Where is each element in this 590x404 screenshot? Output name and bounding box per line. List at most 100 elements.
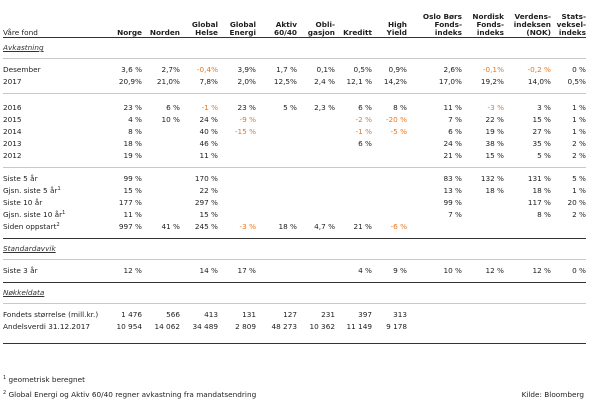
table-cell: 83 %: [443, 174, 462, 183]
table-cell: 17,0%: [438, 77, 462, 86]
table-cell: [256, 185, 297, 197]
table-cell: 2,3 %: [314, 103, 335, 112]
table-cell: 2,4 %: [314, 77, 335, 86]
table-cell: 1 %: [572, 186, 586, 195]
table-cell: [335, 150, 372, 162]
table-cell: [218, 138, 256, 150]
table-cell: 99 %: [443, 198, 462, 207]
table-cell: 0,9%: [388, 65, 407, 74]
header-high-yield: High Yield: [372, 10, 407, 38]
table-cell: [297, 138, 335, 150]
row-label-text: 2013: [3, 139, 22, 148]
row-label: Siste 10 år: [3, 197, 107, 209]
row-label-text: Gjsn. siste 10 år: [3, 210, 63, 219]
header-fund: Våre fond: [3, 10, 107, 38]
table-row: 2017 20,9% 21,0% 7,8% 2,0% 12,5% 2,4 % 12,1 % 14…: [3, 76, 586, 88]
footnote-2: 2 Global Energi og Aktiv 60/40 regner av…: [3, 391, 256, 399]
table-cell: [297, 185, 335, 197]
table-cell: 12 %: [532, 266, 551, 275]
table-cell: 11 149: [346, 322, 372, 331]
footnote-ref: 1: [62, 210, 66, 216]
table-cell: [142, 265, 180, 277]
table-cell: [297, 114, 335, 126]
table-cell: 21,0%: [156, 77, 180, 86]
footnote-ref: 2: [56, 222, 60, 228]
table-cell: 23 %: [237, 103, 256, 112]
table-cell: 9 %: [393, 266, 407, 275]
table-cell: 3,6 %: [121, 65, 142, 74]
header-nordisk: Nordisk Fonds- indeks: [462, 10, 504, 38]
header-norge: Norge: [107, 10, 142, 38]
fund-returns-table: Våre fond Norge Norden Global Helse Glob…: [3, 10, 586, 344]
table-cell: 48 273: [271, 322, 297, 331]
table-cell: [335, 185, 372, 197]
table-cell: [142, 138, 180, 150]
table-cell: 27 %: [532, 127, 551, 136]
table-cell: 3 %: [537, 103, 551, 112]
table-cell: 14,0%: [527, 77, 551, 86]
table-cell: [335, 173, 372, 185]
table-cell: 132 %: [480, 174, 504, 183]
table-cell: [335, 209, 372, 221]
section-standardavvik: Standardavvik: [3, 244, 56, 253]
table-cell: [218, 150, 256, 162]
table-cell: [218, 197, 256, 209]
table-row: 2013 18 % 46 % 6 % 24 % 38 % 35 % 2 %: [3, 138, 586, 150]
table-cell: 0 %: [572, 266, 586, 275]
table-cell: [407, 321, 462, 333]
table-cell: 0 %: [572, 65, 586, 74]
section-row: Nøkkeldata: [3, 283, 586, 299]
row-label: 2014: [3, 126, 107, 138]
table-cell: 19,2%: [480, 77, 504, 86]
table-cell: [256, 197, 297, 209]
row-label: 2012: [3, 150, 107, 162]
table-cell: [142, 126, 180, 138]
table-cell: 15 %: [123, 186, 142, 195]
row-label-text: Gjsn. siste 5 år: [3, 186, 58, 195]
table-row: Andelsverdi 31.12.2017 10 954 14 062 34 489…: [3, 321, 586, 333]
table-cell: -6 %: [390, 222, 407, 231]
row-label: Siste 3 år: [3, 265, 107, 277]
table-row: Siste 3 år 12 % 14 % 17 % 4 % 9 % 10 % 12 % 12 %…: [3, 265, 586, 277]
header-statsveksel: Stats- veksel- indeks: [551, 10, 586, 38]
table-cell: -3 %: [239, 222, 256, 231]
table-cell: 2,0%: [237, 77, 256, 86]
row-label: 2015: [3, 114, 107, 126]
header-obligasjon: Obli- gasjon: [297, 10, 335, 38]
table-cell: 8 %: [393, 103, 407, 112]
row-label: Siden oppstart2: [3, 221, 107, 233]
table-cell: [218, 173, 256, 185]
table-cell: [372, 150, 407, 162]
table-cell: -3 %: [487, 103, 504, 112]
table-cell: -9 %: [239, 115, 256, 124]
table-cell: [504, 221, 551, 233]
table-cell: 34 489: [192, 322, 218, 331]
header-global-energi: Global Energi: [218, 10, 256, 38]
table-cell: 1 476: [121, 310, 142, 319]
table-cell: 10 362: [309, 322, 335, 331]
table-cell: [462, 309, 504, 321]
table-cell: -15 %: [234, 127, 256, 136]
table-cell: 10 954: [116, 322, 142, 331]
table-cell: 5 %: [537, 151, 551, 160]
table-cell: [407, 309, 462, 321]
table-cell: 17 %: [237, 266, 256, 275]
table-cell: 15 %: [532, 115, 551, 124]
table-cell: 313: [393, 310, 407, 319]
row-label: Andelsverdi 31.12.2017: [3, 321, 107, 333]
table-cell: 12,5%: [273, 77, 297, 86]
table-cell: 1 %: [572, 115, 586, 124]
table-cell: 4 %: [358, 266, 372, 275]
table-cell: 10 %: [443, 266, 462, 275]
table-cell: 5 %: [572, 174, 586, 183]
table-cell: 14,2%: [383, 77, 407, 86]
table-cell: [297, 209, 335, 221]
table-cell: [297, 173, 335, 185]
table-cell: 18 %: [532, 186, 551, 195]
section-nokkeldata: Nøkkeldata: [3, 288, 45, 297]
table-cell: 127: [283, 310, 297, 319]
table-cell: [142, 150, 180, 162]
header-oslo-bors: Oslo Børs Fonds- indeks: [407, 10, 462, 38]
table-cell: 22 %: [199, 186, 218, 195]
table-cell: 12 %: [123, 266, 142, 275]
